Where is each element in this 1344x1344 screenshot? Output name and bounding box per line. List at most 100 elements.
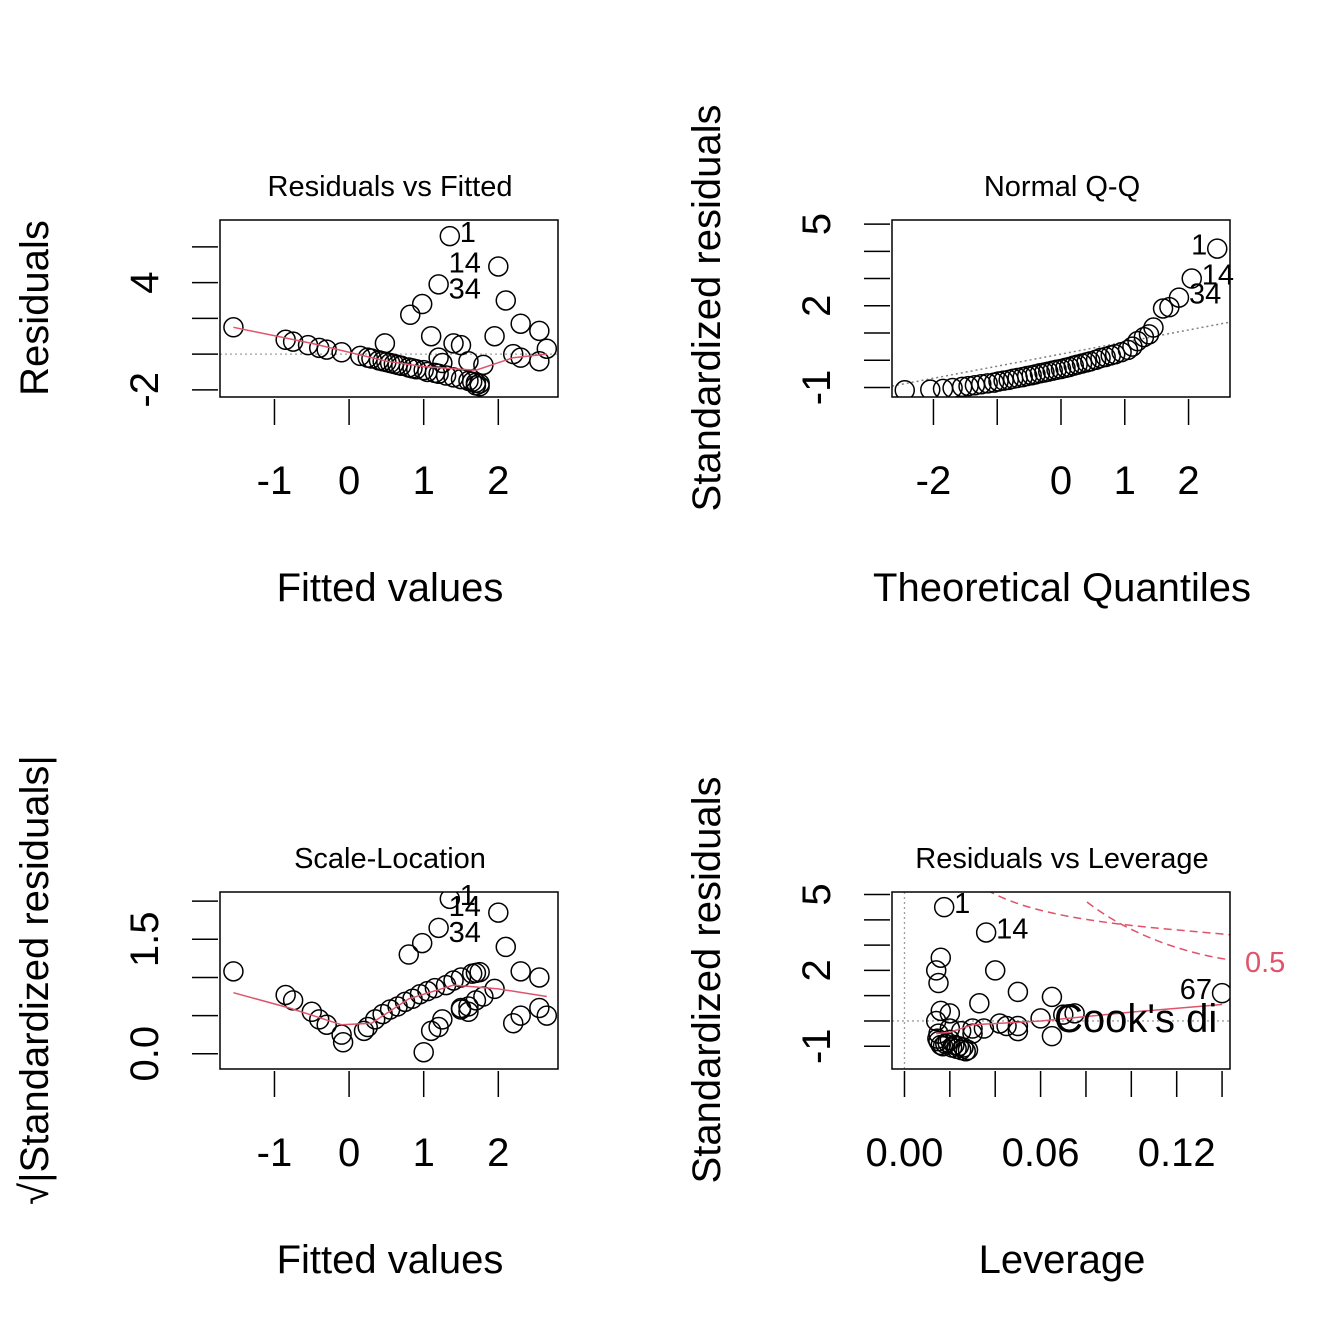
data-point	[420, 325, 442, 347]
y-tick-label: 1.5	[123, 911, 167, 967]
data-point	[469, 376, 490, 397]
point-label: 1	[460, 217, 476, 249]
y-axis-label: Standardized residuals	[685, 105, 729, 512]
data-point	[357, 1016, 378, 1038]
point-label: 34	[449, 273, 481, 305]
smooth-line	[233, 984, 547, 1026]
data-point	[1138, 324, 1160, 345]
data-point	[973, 1018, 995, 1039]
panel-title: Scale-Location	[294, 843, 486, 875]
x-tick-label: -2	[916, 459, 952, 503]
data-point	[977, 373, 998, 394]
x-tick-label: 0.06	[1002, 1131, 1080, 1175]
data-point	[984, 960, 1006, 981]
data-point	[1007, 981, 1029, 1003]
data-point	[1041, 1025, 1063, 1047]
x-axis-label: Fitted values	[277, 1238, 504, 1282]
point-label: 34	[1189, 279, 1221, 311]
data-point	[1206, 238, 1228, 259]
data-point	[484, 978, 505, 1000]
y-tick-label: 2	[795, 959, 839, 981]
data-point	[510, 961, 531, 982]
plot-area: Cook's di	[892, 892, 1230, 1069]
data-point	[529, 320, 550, 342]
y-tick-label: -1	[795, 1028, 839, 1064]
data-point	[450, 967, 472, 988]
point-label: 14	[1202, 260, 1234, 292]
data-point	[432, 1009, 453, 1030]
data-point	[930, 947, 952, 968]
plot-frame	[891, 891, 1231, 1070]
plot-frame	[891, 219, 1231, 398]
cooks-distance-contour	[1086, 901, 1230, 961]
data-point	[933, 896, 955, 918]
x-tick-label: 0.00	[866, 1131, 944, 1175]
data-point	[996, 1015, 1017, 1037]
panel-title: Residuals vs Leverage	[915, 843, 1208, 875]
x-tick-label: 0	[338, 1131, 360, 1175]
data-point	[955, 1041, 976, 1062]
data-point	[398, 944, 420, 965]
y-tick-label: -1	[795, 370, 839, 406]
data-point	[495, 290, 517, 311]
y-tick-label: 5	[795, 883, 839, 905]
data-point	[536, 1005, 558, 1026]
point-label: 14	[449, 891, 481, 923]
data-point	[502, 343, 524, 365]
data-point	[413, 1041, 434, 1063]
x-tick-label: 1	[1114, 459, 1136, 503]
x-axis-label: Leverage	[979, 1238, 1146, 1282]
y-tick-label: 0.0	[123, 1026, 167, 1082]
y-axis-label: Standardized residuals	[685, 777, 729, 1184]
point-label: 14	[449, 247, 481, 279]
data-point	[1143, 317, 1164, 338]
data-point	[971, 373, 992, 395]
point-label: 67	[1180, 974, 1212, 1006]
data-point	[443, 333, 464, 354]
x-tick-label: 2	[487, 1131, 509, 1175]
data-point	[465, 990, 487, 1011]
cooks-distance-contour	[989, 892, 1230, 936]
y-tick-label: 5	[795, 213, 839, 235]
data-point	[439, 892, 461, 910]
data-point	[1152, 298, 1174, 319]
plot-area	[223, 892, 558, 1063]
data-point	[458, 1001, 479, 1023]
x-tick-label: -1	[257, 459, 293, 503]
data-point	[925, 960, 947, 981]
data-point	[510, 313, 531, 334]
data-point	[316, 1014, 337, 1035]
data-point	[484, 325, 505, 347]
data-point	[301, 1001, 323, 1023]
data-point	[502, 1012, 524, 1034]
data-point	[529, 997, 550, 1019]
panel-scale-location: Scale-Location Fitted values √|Standardi…	[13, 755, 559, 1282]
data-point	[411, 932, 433, 954]
x-tick-label: -1	[257, 1131, 293, 1175]
qq-reference-line	[892, 321, 1230, 387]
data-point	[510, 1005, 531, 1026]
data-point	[428, 917, 449, 939]
data-point	[928, 1023, 949, 1044]
data-point	[364, 1009, 386, 1030]
data-point	[894, 379, 916, 397]
plot-frame	[219, 891, 559, 1070]
data-point	[458, 350, 479, 372]
point-label: 1	[460, 880, 476, 912]
panel-title: Residuals vs Fitted	[268, 171, 513, 203]
data-point	[939, 1003, 961, 1024]
data-point	[439, 225, 461, 247]
data-point	[332, 1032, 354, 1053]
data-point	[1181, 268, 1202, 289]
y-axis-label: √|Standardized residuals|	[13, 755, 57, 1205]
data-point	[529, 967, 550, 988]
x-axis-label: Fitted values	[277, 566, 504, 610]
data-point	[969, 993, 990, 1014]
x-tick-label: 1	[413, 1131, 435, 1175]
data-point	[374, 333, 396, 354]
data-point	[1053, 1004, 1074, 1025]
data-point	[469, 961, 490, 983]
data-point	[1064, 1003, 1085, 1024]
data-point	[930, 1000, 952, 1022]
y-tick-label: 2	[795, 295, 839, 317]
